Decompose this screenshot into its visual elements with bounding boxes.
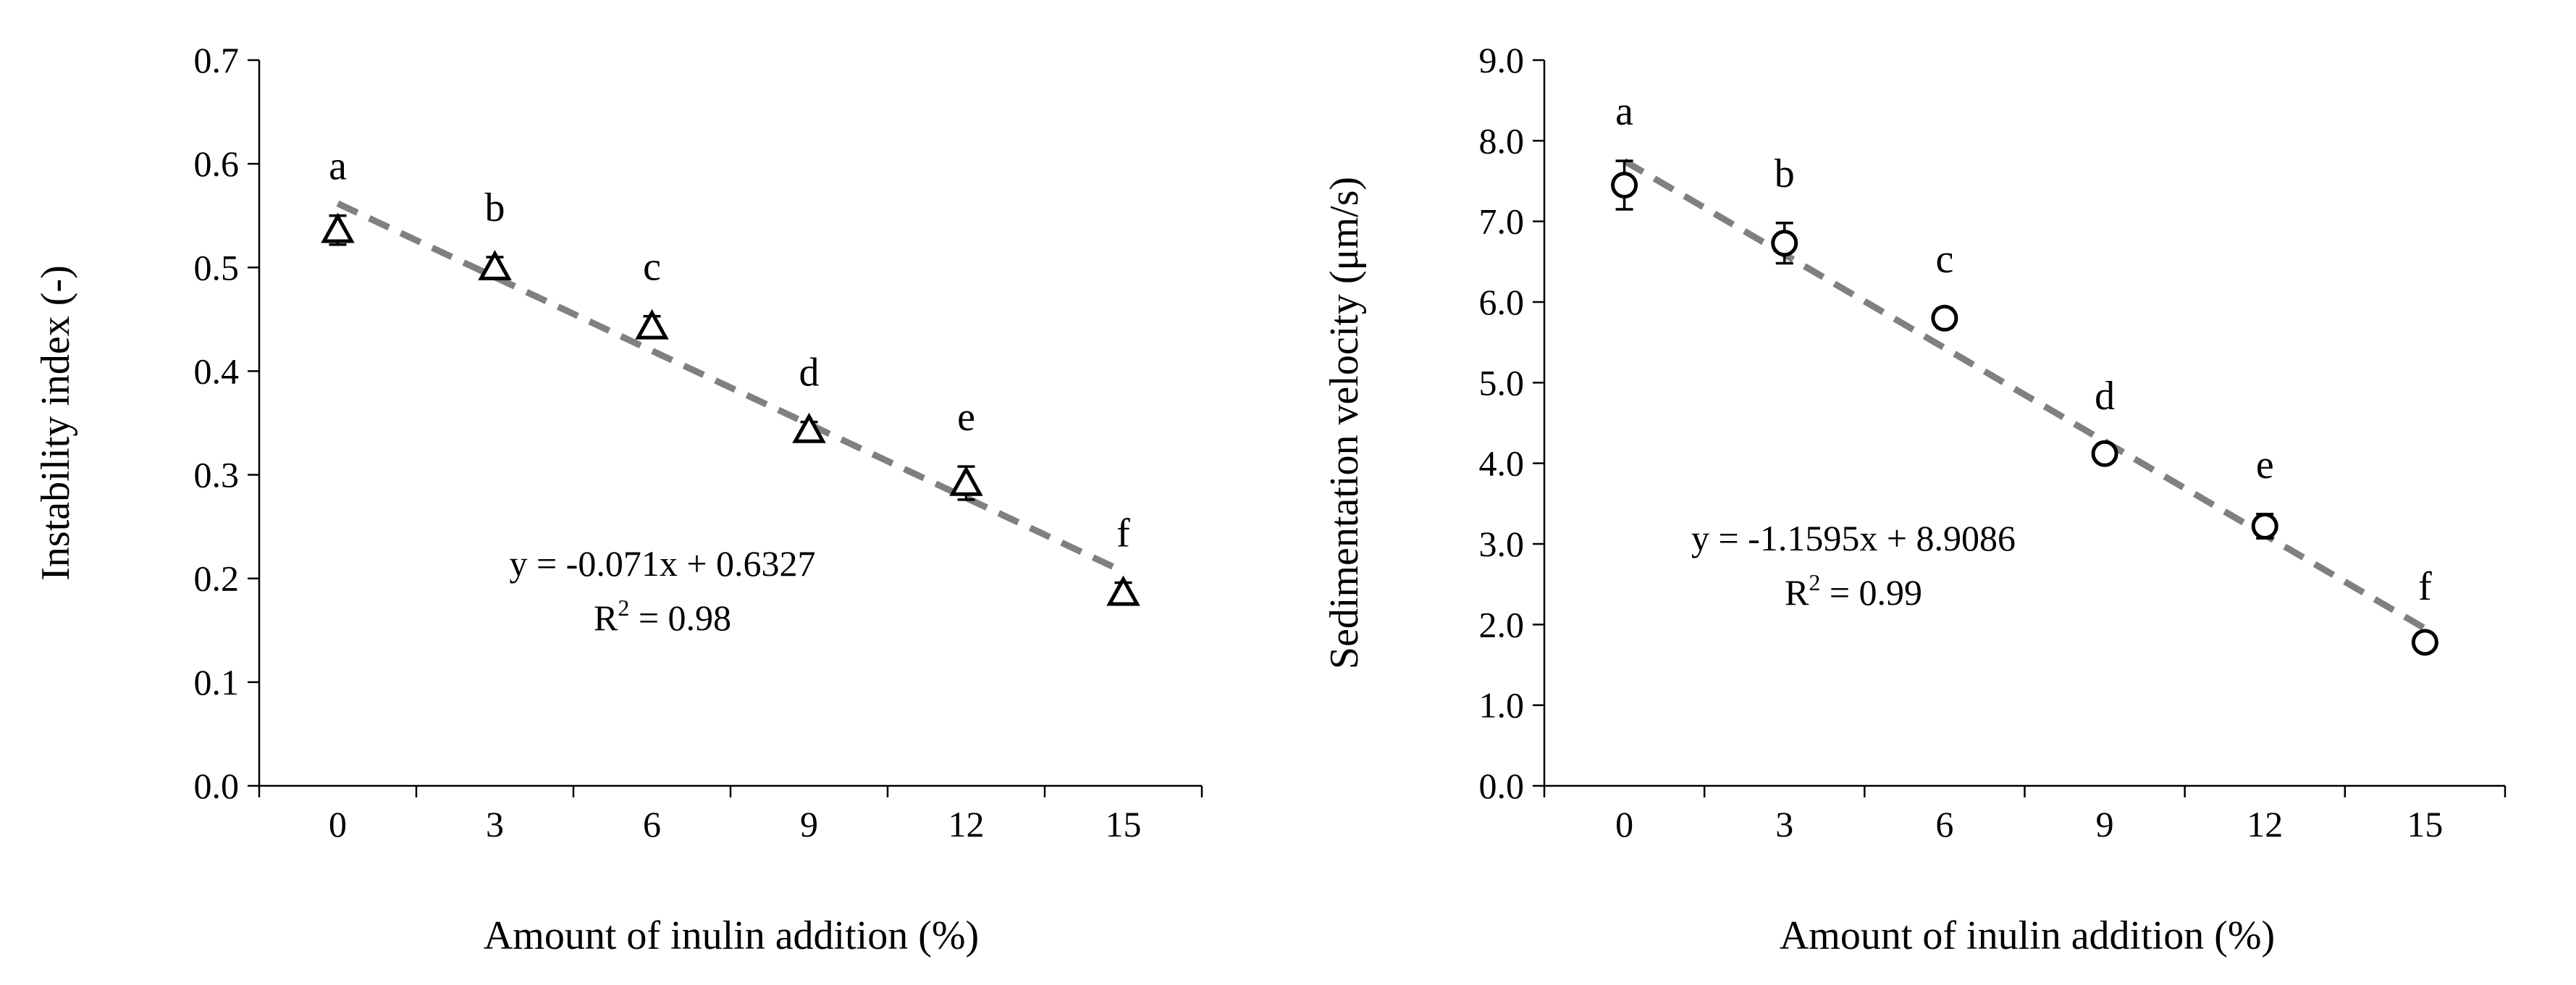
x-tick-label: 15 (1106, 804, 1142, 844)
x-tick-label: 6 (1935, 804, 1953, 844)
significance-letter: a (329, 144, 347, 189)
regression-equation: y = -1.1595x + 8.9086 (1691, 518, 2016, 558)
r-squared-superscript: 2 (618, 595, 629, 621)
data-point-circle (1611, 172, 1638, 199)
y-tick-label: 0.7 (194, 40, 240, 80)
data-point-circle (1931, 304, 1958, 332)
r-squared-value: = 0.99 (1820, 572, 1922, 613)
data-point-triangle (321, 212, 355, 243)
r-squared-prefix: R (594, 598, 618, 638)
y-axis-title: Instability index (-) (33, 265, 78, 580)
x-tick-label: 15 (2407, 804, 2443, 844)
significance-letter: a (1615, 89, 1633, 134)
y-tick-label: 9.0 (1479, 40, 1525, 80)
data-point-triangle (1106, 575, 1140, 606)
data-point-circle (2251, 513, 2278, 540)
x-tick-label: 3 (486, 804, 504, 844)
x-tick-label: 12 (2247, 804, 2283, 844)
significance-letter: f (2418, 564, 2432, 609)
trendline (1622, 158, 2427, 632)
y-tick-label: 2.0 (1479, 604, 1525, 645)
data-point-circle (2411, 629, 2438, 656)
significance-letter: f (1116, 511, 1130, 556)
trendline (336, 200, 1125, 575)
significance-letter: b (485, 185, 505, 230)
x-axis-title: Amount of inulin addition (%) (484, 913, 979, 958)
y-tick-label: 0.4 (194, 351, 240, 391)
y-tick-label: 0.0 (194, 766, 240, 806)
y-tick-label: 4.0 (1479, 443, 1525, 484)
significance-letter: e (2256, 443, 2274, 487)
data-point-triangle (949, 465, 983, 496)
y-tick-label: 8.0 (1479, 120, 1525, 161)
x-tick-label: 3 (1775, 804, 1793, 844)
chart-panel-1: 0.0 0.1 0.2 0.3 0.4 0.5 0.6 0.7 0 3 6 9 12 15 Amount o… (33, 40, 1203, 958)
x-tick-label: 0 (1615, 804, 1633, 844)
significance-letter: c (643, 245, 661, 290)
y-tick-label: 0.1 (194, 662, 240, 703)
r-squared: R2 = 0.98 (594, 595, 731, 638)
data-point-circle (1771, 230, 1798, 257)
y-tick-label: 3.0 (1479, 524, 1525, 564)
significance-letter: d (2095, 374, 2115, 419)
x-tick-label: 6 (643, 804, 661, 844)
y-tick-label: 0.6 (194, 143, 240, 184)
regression-equation: y = -0.071x + 0.6327 (509, 543, 815, 584)
y-tick-label: 7.0 (1479, 201, 1525, 242)
y-axis-title: Sedimentation velocity (μm/s) (1322, 177, 1367, 669)
significance-letter: e (957, 395, 975, 440)
y-tick-label: 0.3 (194, 455, 240, 495)
significance-letter: b (1775, 151, 1795, 196)
x-tick-label: 12 (948, 804, 985, 844)
data-point-triangle (792, 412, 826, 443)
x-tick-label: 9 (2096, 804, 2114, 844)
y-tick-label: 0.5 (194, 247, 240, 288)
y-tick-label: 0.0 (1479, 766, 1525, 806)
r-squared-superscript: 2 (1809, 569, 1820, 595)
r-squared-prefix: R (1785, 572, 1809, 613)
x-tick-label: 0 (329, 804, 347, 844)
r-squared-value: = 0.98 (629, 598, 731, 638)
r-squared: R2 = 0.99 (1785, 569, 1922, 613)
x-tick-label: 9 (800, 804, 818, 844)
data-point-triangle (478, 250, 512, 280)
y-tick-label: 1.0 (1479, 685, 1525, 726)
data-point-circle (2091, 440, 2118, 467)
significance-letter: d (799, 351, 820, 395)
y-tick-label: 6.0 (1479, 282, 1525, 322)
x-axis-title: Amount of inulin addition (%) (1780, 913, 2275, 958)
data-point-triangle (635, 309, 669, 340)
significance-letter: c (1935, 237, 1953, 282)
y-tick-label: 5.0 (1479, 362, 1525, 403)
chart-panel-2: 0.0 1.0 2.0 3.0 4.0 5.0 6.0 7.0 8.0 9.0 0 3 6 9 12 15 Am… (1322, 40, 2506, 958)
y-tick-label: 0.2 (194, 558, 240, 599)
